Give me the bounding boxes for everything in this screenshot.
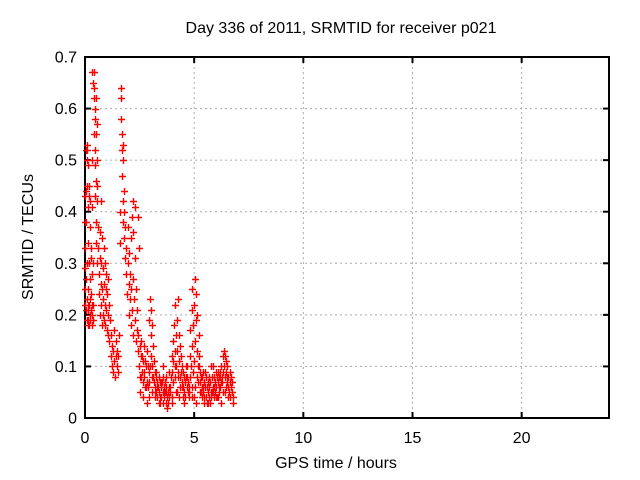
x-tick-label: 0: [81, 430, 90, 447]
plot-border: [84, 56, 610, 419]
y-tick-label: 0.1: [55, 359, 77, 376]
chart-title: Day 336 of 2011, SRMTID for receiver p02…: [185, 20, 497, 37]
x-tick-label: 15: [404, 430, 422, 447]
x-tick-label: 5: [190, 430, 199, 447]
y-tick-label: 0.4: [55, 204, 77, 221]
x-axis-label: GPS time / hours: [275, 455, 397, 472]
data-points-srmtid: [82, 69, 237, 412]
y-tick-label: 0.2: [55, 307, 77, 324]
x-tick-label: 20: [513, 430, 531, 447]
x-tick-label: 10: [294, 430, 312, 447]
y-tick-label: 0.7: [55, 50, 77, 67]
y-tick-label: 0: [68, 411, 77, 428]
y-tick-label: 0.6: [55, 101, 77, 118]
y-tick-label: 0.5: [55, 153, 77, 170]
y-tick-label: 0.3: [55, 256, 77, 273]
